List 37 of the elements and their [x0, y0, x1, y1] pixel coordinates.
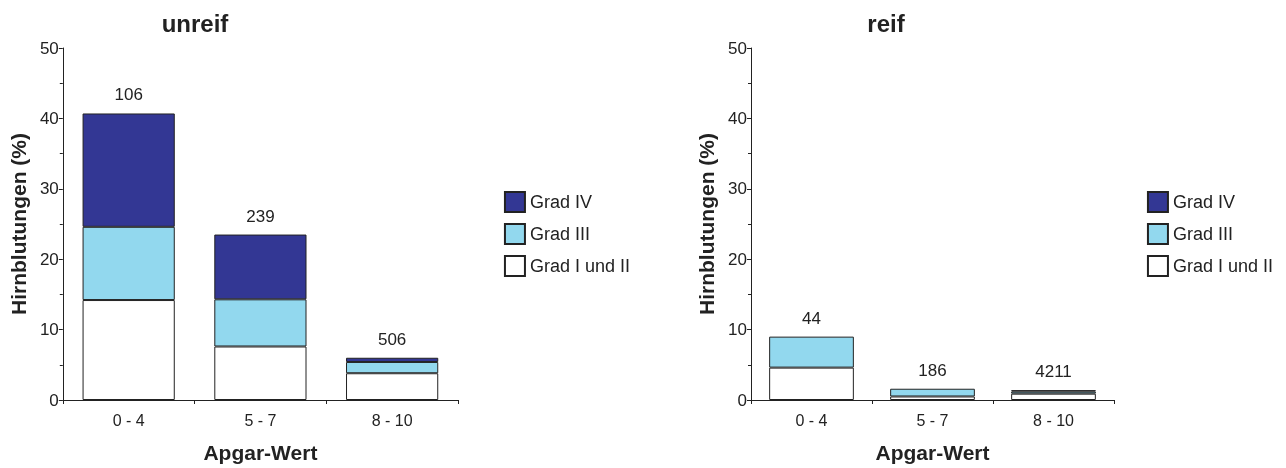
y-tick-label: 20: [39, 249, 59, 269]
y-tick-label: 50: [728, 38, 747, 58]
bar: [890, 388, 975, 397]
x-tick-label: 5 - 7: [916, 411, 949, 429]
x-tick-label: 5 - 7: [244, 411, 277, 429]
y-tick-label: 50: [39, 38, 59, 58]
legend-label: Grad IV: [1172, 192, 1235, 212]
x-tick-label: 8 - 10: [1033, 411, 1075, 429]
x-axis-title: Apgar-Wert: [203, 441, 318, 464]
y-tick-label: 0: [737, 390, 747, 410]
legend-label: Grad I und II: [529, 256, 631, 276]
legend-label: Grad I und II: [1172, 256, 1274, 276]
y-tick-label: 30: [39, 179, 59, 199]
y-axis-title: Hirnblutungen (%): [7, 133, 30, 315]
y-tick-label: 10: [728, 320, 747, 340]
x-tick-label: 8 - 10: [371, 411, 413, 429]
x-tick-label: 0 - 4: [112, 411, 145, 429]
x-axis-title: Apgar-Wert: [875, 441, 990, 464]
legend-label: Grad IV: [529, 192, 592, 212]
x-tick-label: 0 - 4: [795, 411, 828, 429]
y-tick-label: 10: [39, 320, 59, 340]
annotation: 44: [802, 308, 821, 328]
legend-label: Grad III: [1172, 224, 1233, 244]
chart-title: reif: [867, 9, 906, 37]
chart-title: unreif: [161, 9, 230, 37]
y-tick-label: 40: [39, 108, 59, 128]
annotation: 4211: [1035, 362, 1072, 382]
y-tick-label: 30: [728, 179, 747, 199]
annotation: 186: [918, 360, 947, 380]
y-tick-label: 20: [728, 249, 747, 269]
annotation: 106: [114, 85, 143, 105]
annotation: 239: [246, 206, 275, 226]
y-tick-label: 40: [728, 108, 747, 128]
legend-label: Grad III: [529, 224, 590, 244]
y-tick-label: 0: [49, 390, 59, 410]
annotation: 506: [377, 329, 407, 349]
y-axis-title: Hirnblutungen (%): [695, 133, 719, 315]
